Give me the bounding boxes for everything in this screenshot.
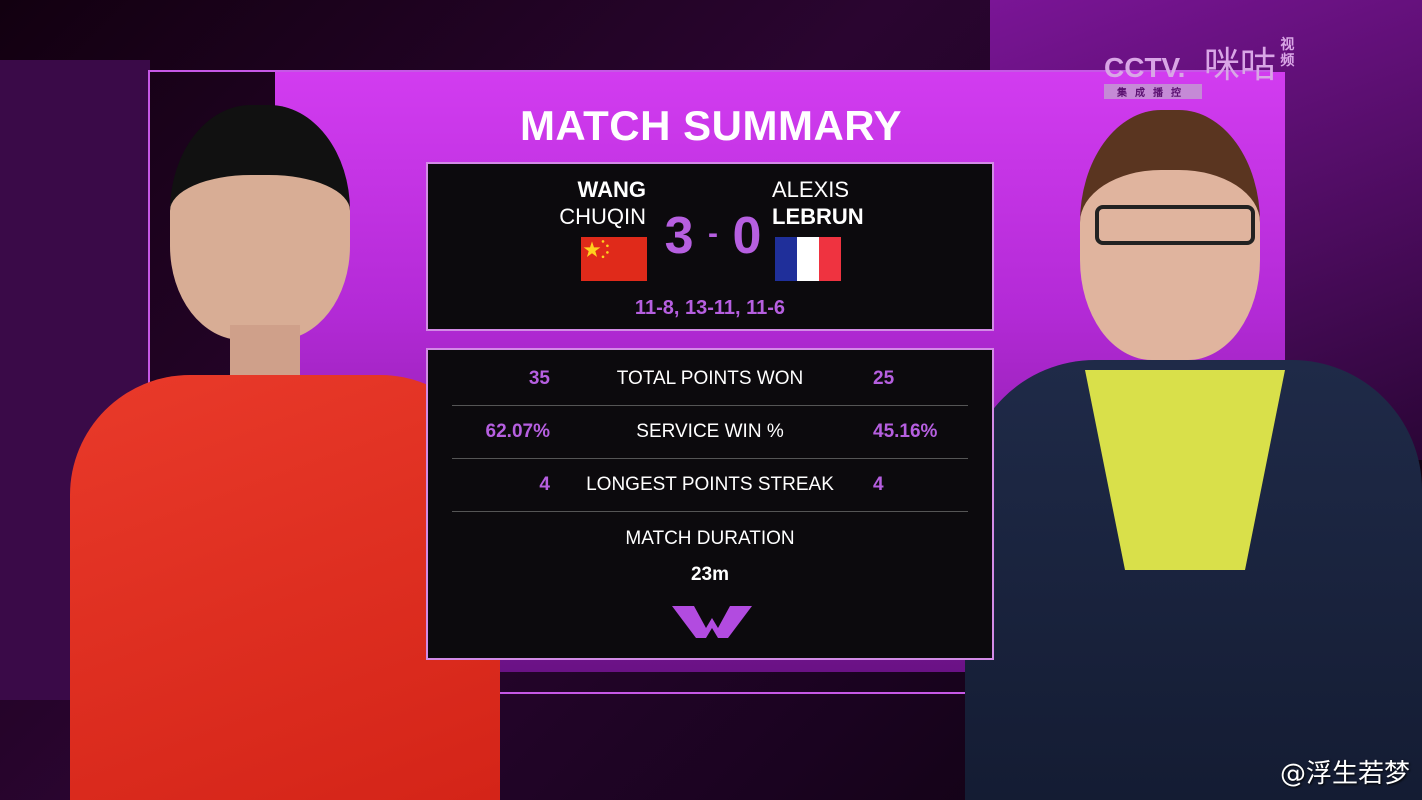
cctv-sub: 集成播控 <box>1104 84 1202 99</box>
cctv-logo: CCTV. <box>1104 52 1186 83</box>
stat-row: 35 TOTAL POINTS WON 25 <box>428 350 992 402</box>
divider <box>452 458 968 459</box>
page-title: MATCH SUMMARY <box>519 102 903 149</box>
player1-score: 3 <box>664 207 694 265</box>
player2-first: ALEXIS <box>772 177 850 202</box>
stat-p2: 4 <box>873 474 884 495</box>
stat-row: 4 LONGEST POINTS STREAK 4 <box>428 456 992 508</box>
stat-p2: 45.16% <box>873 421 938 442</box>
migu-sub: 视频 <box>1280 36 1295 68</box>
player1-first: WANG <box>577 177 646 202</box>
stat-label: TOTAL POINTS WON <box>616 368 804 389</box>
duration-value: 23m <box>690 564 730 585</box>
stat-label: LONGEST POINTS STREAK <box>586 474 834 495</box>
china-flag-icon <box>581 237 647 281</box>
player1-last: CHUQIN <box>559 204 646 229</box>
player2-name: ALEXIS LEBRUN <box>772 176 864 230</box>
stat-p1: 35 <box>528 368 550 389</box>
stat-p1: 62.07% <box>485 421 550 442</box>
duration-label: MATCH DURATION <box>625 528 795 549</box>
player1-name: WANG CHUQIN <box>559 176 646 230</box>
stat-p2: 25 <box>873 368 895 389</box>
france-flag-icon <box>775 237 841 281</box>
migu-logo: 咪咕 <box>1203 44 1276 85</box>
stats-box: 35 TOTAL POINTS WON 25 62.07% SERVICE WI… <box>426 348 994 660</box>
stat-row: 62.07% SERVICE WIN % 45.16% <box>428 403 992 455</box>
player2-score: 0 <box>732 207 762 265</box>
stat-label: SERVICE WIN % <box>636 421 784 442</box>
player2-photo <box>965 110 1422 800</box>
stat-p1: 4 <box>539 474 550 495</box>
broadcaster-logo: CCTV. 咪咕 视频 集成播控 <box>1104 36 1296 99</box>
scoreboard: WANG CHUQIN ALEXIS LEBRUN 3 - 0 11-8, 13… <box>426 162 994 331</box>
score-separator: - <box>708 217 718 250</box>
watermark: @浮生若梦 <box>1279 759 1410 789</box>
game-scores: 11-8, 13-11, 11-6 <box>634 297 786 319</box>
match-score: 3 - 0 <box>660 206 766 266</box>
wtt-logo-icon <box>672 606 752 638</box>
divider <box>452 511 968 512</box>
divider <box>452 405 968 406</box>
player2-last: LEBRUN <box>772 204 864 229</box>
